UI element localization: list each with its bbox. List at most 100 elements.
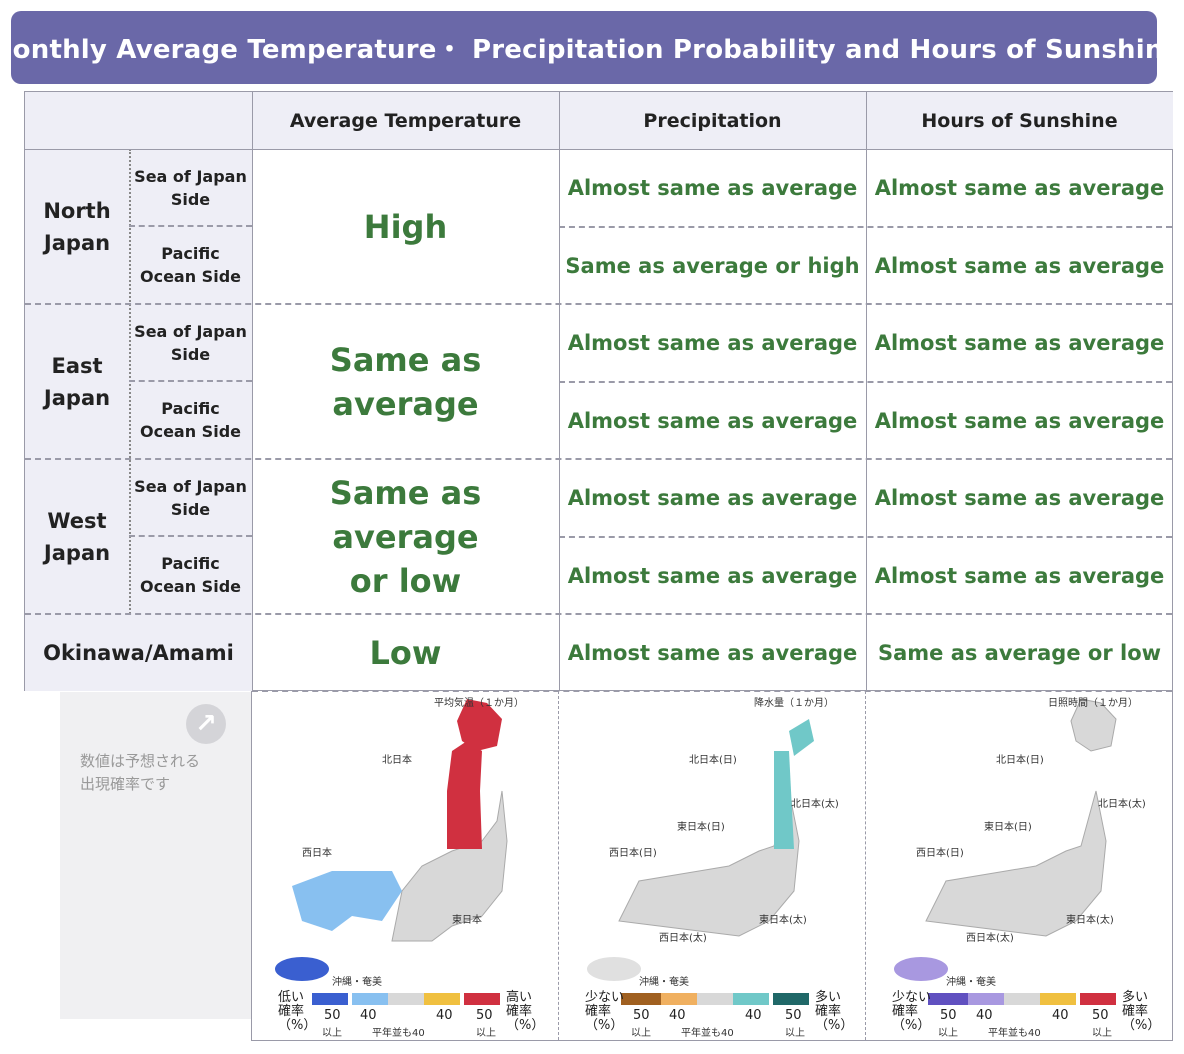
note-panel (60, 692, 252, 1019)
grid-line (558, 691, 559, 1040)
grid-line (559, 226, 1172, 228)
legend-low: 低い (278, 990, 305, 1005)
legend-pct: （%） (278, 1018, 317, 1033)
legend-above-high: 以上 (476, 1028, 496, 1039)
east-sun-sea-side: Almost same as average (874, 331, 1165, 355)
region-name-line1: East (51, 353, 103, 378)
grid-line (129, 535, 252, 537)
map-label: 東日本(日) (677, 822, 725, 833)
header-temperature: Average Temperature (252, 92, 559, 149)
map-label: 東日本(太) (1066, 915, 1114, 926)
grid-line (559, 381, 1172, 383)
map-label: 北日本(日) (996, 755, 1044, 766)
legend-num: 40 (976, 1008, 993, 1023)
legend-pct: （%） (1122, 1018, 1161, 1033)
grid-line (865, 691, 866, 1040)
legend-rate: 確率 (278, 1004, 305, 1019)
map-label: 西日本(日) (916, 848, 964, 859)
legend-high: 多い (1122, 990, 1149, 1005)
map-area: 平均気温（１か月） 北日本 西日本 東日本 沖縄・奄美 低い 確率 （%） 高い 確率… (251, 691, 1173, 1041)
north-precip-pacific-side: Same as average or high (565, 253, 860, 278)
region-name-line1: West (47, 508, 107, 533)
legend-num: 40 (669, 1008, 686, 1023)
region-name-line2: Japan (43, 385, 111, 410)
west-japan-shape (292, 871, 402, 931)
map-label-okinawa: 沖縄・奄美 (332, 977, 382, 988)
note-line1: 数値は予想される (80, 752, 201, 770)
legend-high: 多い (815, 990, 842, 1005)
legend-low-label: 少ない 確率 （%） (892, 991, 931, 1033)
north-sun-pacific-side: Almost same as average (874, 253, 1165, 278)
legend-swatch-low (928, 993, 968, 1005)
map-label-west: 西日本 (302, 848, 332, 859)
grid-line (252, 92, 253, 690)
legend-low-label: 少ない 確率 （%） (585, 991, 624, 1033)
grid-line (559, 536, 1172, 538)
legend-swatch-low (312, 993, 348, 1005)
legend-num: 50 (324, 1008, 341, 1023)
legend-swatch-low-mid (661, 993, 697, 1005)
precipitation-map: 降水量（１か月） 北日本(日) 北日本(太) 東日本(日) 西日本(日) 東日本… (559, 691, 866, 1040)
legend-pct: （%） (892, 1018, 931, 1033)
legend-rate: 確率 (506, 1004, 533, 1019)
map-label: 北日本(太) (791, 799, 839, 810)
legend-num: 40 (1052, 1008, 1069, 1023)
map-title: 平均気温（１か月） (434, 698, 524, 709)
side-label-line2: Ocean Side (139, 577, 241, 596)
west-sea-of-japan-side: Sea of Japan Side (129, 459, 252, 536)
map-label-okinawa: 沖縄・奄美 (946, 977, 996, 988)
grid-line (129, 380, 252, 382)
legend-high-label: 高い 確率 （%） (506, 991, 544, 1033)
legend-num: 50 (940, 1008, 957, 1023)
north-precip-sea-side: Almost same as average (567, 176, 858, 200)
grid-line (25, 458, 1172, 460)
map-label: 東日本(太) (759, 915, 807, 926)
legend-rate: 確率 (892, 1004, 919, 1019)
legend-num: 50 (1092, 1008, 1109, 1023)
legend-above-high: 以上 (785, 1028, 805, 1039)
west-precip-pacific-side: Almost same as average (567, 563, 858, 588)
legend-high: 高い (506, 990, 533, 1005)
side-label-line2: Side (170, 189, 211, 209)
legend-pct: （%） (585, 1018, 624, 1033)
west-temperature: Same as average or low (252, 459, 559, 614)
legend-low-label: 低い 確率 （%） (278, 991, 316, 1033)
region-east-japan: East Japan (25, 304, 129, 459)
east-sea-of-japan-side: Sea of Japan Side (129, 304, 252, 381)
legend-low: 少ない (585, 990, 625, 1005)
grid-line (559, 92, 560, 690)
legend-swatch-avg (1004, 993, 1040, 1005)
side-label-line1: Pacific (161, 244, 220, 263)
map-label: 北日本(日) (689, 755, 737, 766)
map-label: 北日本(太) (1098, 799, 1146, 810)
grid-line (129, 225, 252, 227)
page-title: Monthly Average Temperature・ Precipitati… (0, 35, 1182, 65)
sunshine-map: 日照時間（１か月） 北日本(日) 北日本(太) 東日本(日) 西日本(日) 東日… (866, 691, 1173, 1040)
map-label-north: 北日本 (382, 755, 412, 766)
okinawa-precip: Almost same as average (567, 640, 858, 665)
side-label-line1: Pacific (161, 554, 220, 573)
east-sun-pacific-side: Almost same as average (874, 408, 1165, 433)
side-label-line1: Pacific (161, 399, 220, 418)
legend-rate: 確率 (585, 1004, 612, 1019)
grid-line (25, 303, 1172, 305)
header-sunshine: Hours of Sunshine (866, 92, 1173, 149)
legend-swatch-low (621, 993, 661, 1005)
east-precip-pacific-side: Almost same as average (567, 408, 858, 433)
map-label: 東日本(日) (984, 822, 1032, 833)
legend-swatch-high (1080, 993, 1116, 1005)
legend-pct: （%） (815, 1018, 854, 1033)
side-label-line1: Sea of Japan (134, 476, 247, 496)
japan-honshu-shape (391, 790, 508, 942)
legend-above-low: 以上 (631, 1028, 651, 1039)
temperature-map-graphic (275, 699, 508, 1005)
hokkaido-shape (457, 699, 502, 751)
legend-swatch-high-mid (424, 993, 460, 1005)
west-pacific-ocean-side: Pacific Ocean Side (129, 536, 252, 614)
forecast-table: Average Temperature Precipitation Hours … (24, 91, 1173, 692)
legend-swatch-high (464, 993, 500, 1005)
region-name-line2: Japan (43, 230, 111, 255)
region-okinawa-amami: Okinawa/Amami (25, 614, 252, 691)
grid-line (25, 613, 1172, 615)
legend-avg: 平年並も40 (681, 1028, 734, 1039)
